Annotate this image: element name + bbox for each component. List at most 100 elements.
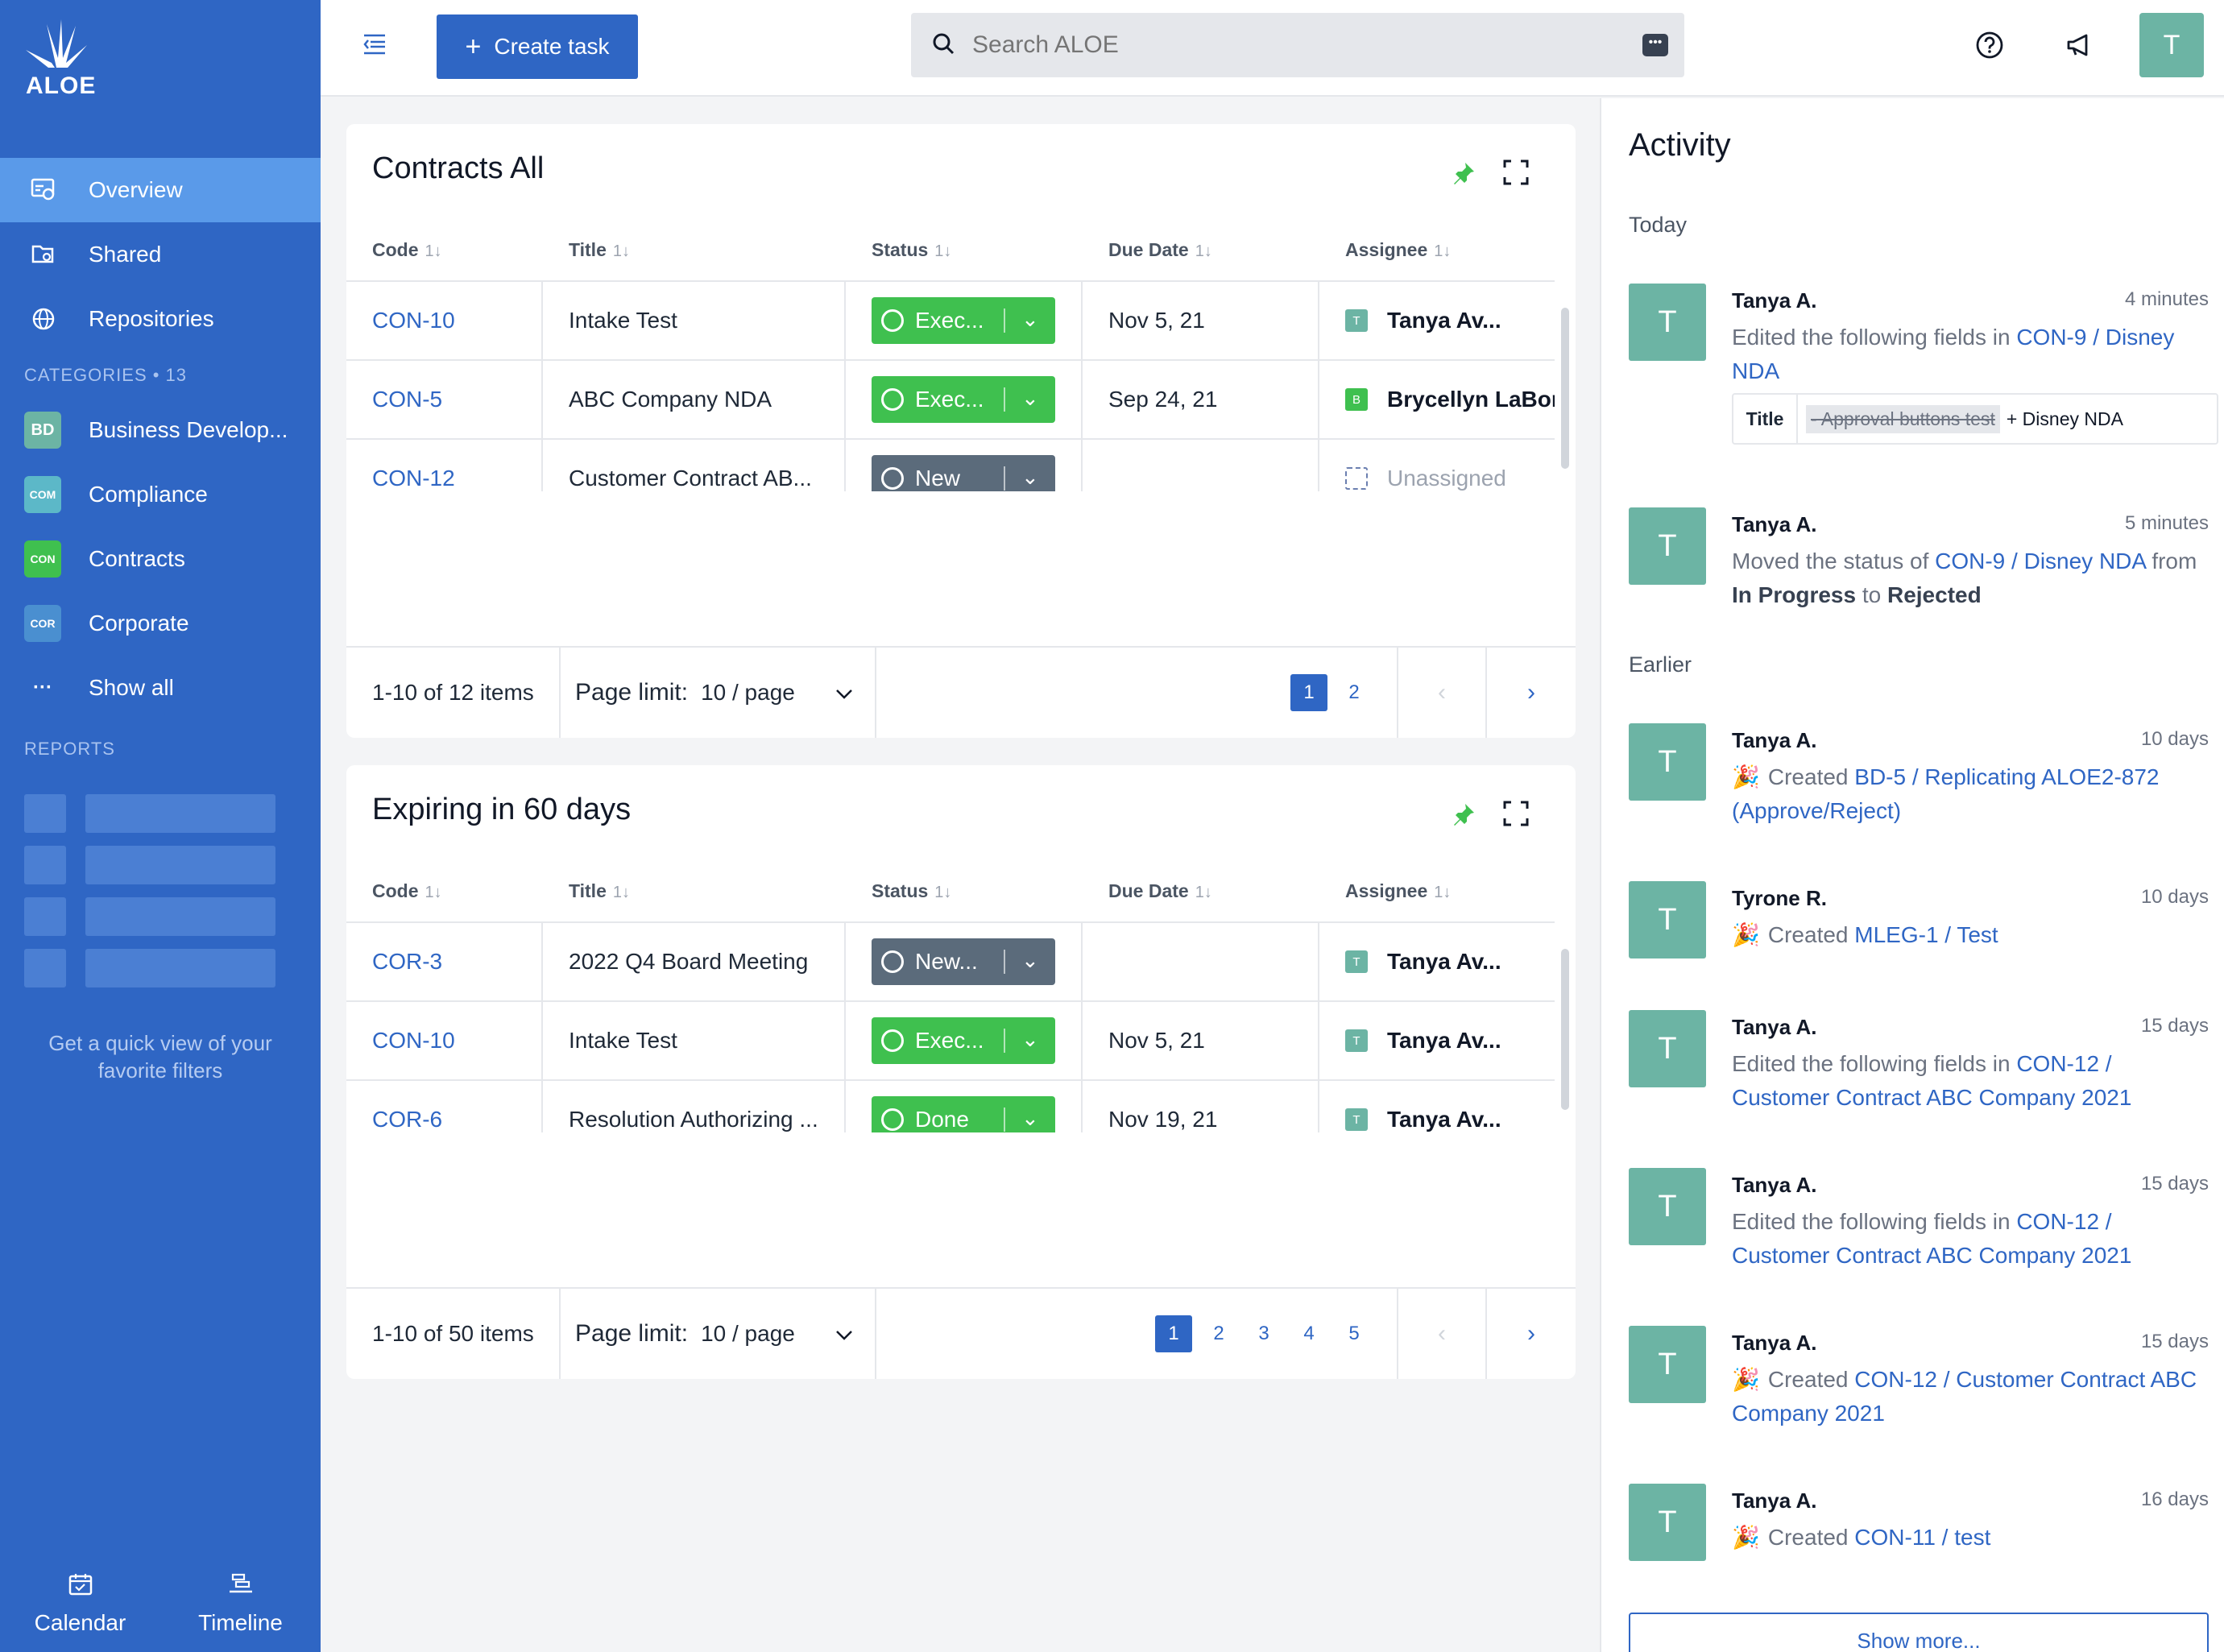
table-row[interactable]: COR-3 2022 Q4 Board Meeting New... ⌄ T Tanya …: [346, 923, 1555, 1002]
page-number[interactable]: 3: [1258, 1323, 1269, 1344]
column-header-due[interactable]: Due Date 1↓: [1108, 880, 1212, 901]
task-code-link[interactable]: CON-10: [346, 282, 543, 359]
search-options-icon[interactable]: •••: [1642, 34, 1668, 56]
page-number[interactable]: 5: [1348, 1323, 1360, 1344]
next-page-button[interactable]: ›: [1527, 679, 1535, 706]
search-bar[interactable]: •••: [911, 13, 1684, 77]
avatar: T: [1629, 723, 1706, 801]
page-number[interactable]: 2: [1213, 1323, 1224, 1344]
status-dropdown[interactable]: Exec... ⌄: [872, 376, 1055, 423]
assignee[interactable]: T Tanya Av...: [1345, 949, 1555, 975]
task-code-link[interactable]: CON-5: [346, 361, 543, 438]
assignee[interactable]: T Tanya Av...: [1345, 1107, 1555, 1132]
status-dropdown[interactable]: Exec... ⌄: [872, 1017, 1055, 1064]
announcement-icon[interactable]: [2065, 31, 2094, 64]
activity-link[interactable]: CON-12 / Customer Contract ABC Company 2…: [1732, 1367, 2197, 1426]
collapse-menu-icon[interactable]: [361, 31, 388, 62]
sidebar-item-shared[interactable]: Shared: [0, 222, 321, 287]
prev-page-button[interactable]: ‹: [1398, 648, 1487, 738]
activity-link[interactable]: CON-9 / Disney NDA: [1732, 325, 2175, 383]
column-header-title[interactable]: Title 1↓: [569, 238, 630, 260]
table-row[interactable]: CON-10 Intake Test Exec... ⌄ Nov 5, 21 T Tanya…: [346, 1002, 1555, 1081]
chevron-down-icon[interactable]: ⌄: [1021, 465, 1039, 489]
task-code-link[interactable]: COR-6: [346, 1081, 543, 1132]
avatar: T: [1629, 284, 1706, 361]
page-number[interactable]: 1: [1155, 1315, 1192, 1352]
page-number[interactable]: 1: [1290, 674, 1327, 711]
page-number[interactable]: 2: [1348, 681, 1360, 703]
table-scrollbar[interactable]: [1561, 308, 1569, 469]
expand-icon[interactable]: [1503, 159, 1529, 189]
activity-link[interactable]: CON-12 / Customer Contract ABC Company 2…: [1732, 1209, 2132, 1268]
next-page-button[interactable]: ›: [1527, 1320, 1535, 1347]
calendar-button[interactable]: Calendar: [0, 1555, 160, 1652]
table-row[interactable]: CON-5 ABC Company NDA Exec... ⌄ Sep 24, 21 B B…: [346, 361, 1555, 440]
status-dropdown[interactable]: New... ⌄: [872, 938, 1055, 985]
page-number[interactable]: 4: [1303, 1323, 1315, 1344]
pin-icon[interactable]: [1452, 161, 1476, 189]
expand-icon[interactable]: [1503, 801, 1529, 830]
task-code-link[interactable]: CON-10: [346, 1002, 543, 1079]
aloe-leaves-icon: [26, 19, 87, 68]
column-header-status[interactable]: Status 1↓: [872, 880, 952, 901]
status-dropdown[interactable]: New ⌄: [872, 455, 1055, 491]
column-header-status[interactable]: Status 1↓: [872, 238, 952, 260]
table-row[interactable]: COR-6 Resolution Authorizing ... Done ⌄ Nov …: [346, 1081, 1555, 1132]
page-limit-select[interactable]: Page limit: 10 / page: [561, 648, 876, 738]
assignee[interactable]: ▤ Unassigned: [1345, 466, 1555, 491]
show-all-categories[interactable]: ··· Show all: [0, 656, 321, 720]
column-header-due[interactable]: Due Date 1↓: [1108, 238, 1212, 260]
table-row[interactable]: CON-10 Intake Test Exec... ⌄ Nov 5, 21 T Tanya…: [346, 282, 1555, 361]
show-more-button[interactable]: Show more...: [1629, 1613, 2209, 1652]
avatar: T: [1629, 1168, 1706, 1245]
prev-page-button[interactable]: ‹: [1398, 1289, 1487, 1379]
table-row[interactable]: CON-12 Customer Contract AB... New ⌄ ▤ Unassi…: [346, 440, 1555, 491]
column-header-code[interactable]: Code 1↓: [372, 238, 442, 260]
column-header-title[interactable]: Title 1↓: [569, 880, 630, 901]
page-limit-select[interactable]: Page limit: 10 / page: [561, 1289, 876, 1379]
chevron-down-icon[interactable]: ⌄: [1021, 1027, 1039, 1051]
activity-link[interactable]: CON-12 / Customer Contract ABC Company 2…: [1732, 1051, 2132, 1110]
activity-link[interactable]: CON-9 / Disney NDA: [1935, 549, 2146, 573]
task-code-link[interactable]: COR-3: [346, 923, 543, 1000]
category-label: Compliance: [89, 482, 208, 507]
category-business-development[interactable]: BD Business Develop...: [0, 398, 321, 462]
sort-icon: 1↓: [934, 883, 952, 901]
column-header-assignee[interactable]: Assignee 1↓: [1345, 238, 1452, 260]
sidebar-item-overview[interactable]: Overview: [0, 158, 321, 222]
aloe-logo[interactable]: [24, 18, 113, 106]
status-separator: [1004, 308, 1005, 333]
activity-link[interactable]: MLEG-1 / Test: [1854, 922, 1998, 947]
assignee[interactable]: T Tanya Av...: [1345, 308, 1555, 333]
activity-link[interactable]: CON-11 / test: [1854, 1525, 1991, 1550]
plus-icon: +: [465, 31, 482, 62]
timeline-icon: [228, 1572, 254, 1602]
status-dropdown[interactable]: Done ⌄: [872, 1096, 1055, 1132]
category-compliance[interactable]: COM Compliance: [0, 462, 321, 527]
search-input[interactable]: [972, 31, 1617, 59]
category-contracts[interactable]: CON Contracts: [0, 527, 321, 591]
chevron-down-icon[interactable]: ⌄: [1021, 386, 1039, 410]
create-task-button[interactable]: + Create task: [437, 14, 638, 79]
activity-link[interactable]: BD-5 / Replicating ALOE2-872 (Approve/Re…: [1732, 764, 2160, 823]
pin-icon[interactable]: [1452, 802, 1476, 830]
assignee[interactable]: T Tanya Av...: [1345, 1028, 1555, 1054]
column-header-assignee[interactable]: Assignee 1↓: [1345, 880, 1452, 901]
sidebar-item-repositories[interactable]: Repositories: [0, 287, 321, 351]
task-code-link[interactable]: CON-12: [346, 440, 543, 491]
column-header-code[interactable]: Code 1↓: [372, 880, 442, 901]
task-title: Resolution Authorizing ...: [543, 1081, 846, 1132]
timeline-button[interactable]: Timeline: [160, 1555, 321, 1652]
help-icon[interactable]: [1975, 31, 2004, 64]
chevron-down-icon[interactable]: ⌄: [1021, 307, 1039, 331]
activity-text: Edited the following fields in CON-12 / …: [1732, 1051, 2132, 1110]
assignee[interactable]: B Brycellyn LaBor...: [1345, 387, 1555, 412]
chevron-down-icon[interactable]: ⌄: [1021, 1106, 1039, 1130]
status-dropdown[interactable]: Exec... ⌄: [872, 297, 1055, 344]
category-corporate[interactable]: COR Corporate: [0, 591, 321, 656]
chevron-down-icon[interactable]: ⌄: [1021, 948, 1039, 972]
table-scrollbar[interactable]: [1561, 949, 1569, 1110]
assignee-name: Brycellyn LaBor...: [1387, 387, 1555, 412]
activity-user: Tanya A.: [1732, 1331, 1817, 1355]
user-avatar[interactable]: T: [2139, 13, 2204, 77]
